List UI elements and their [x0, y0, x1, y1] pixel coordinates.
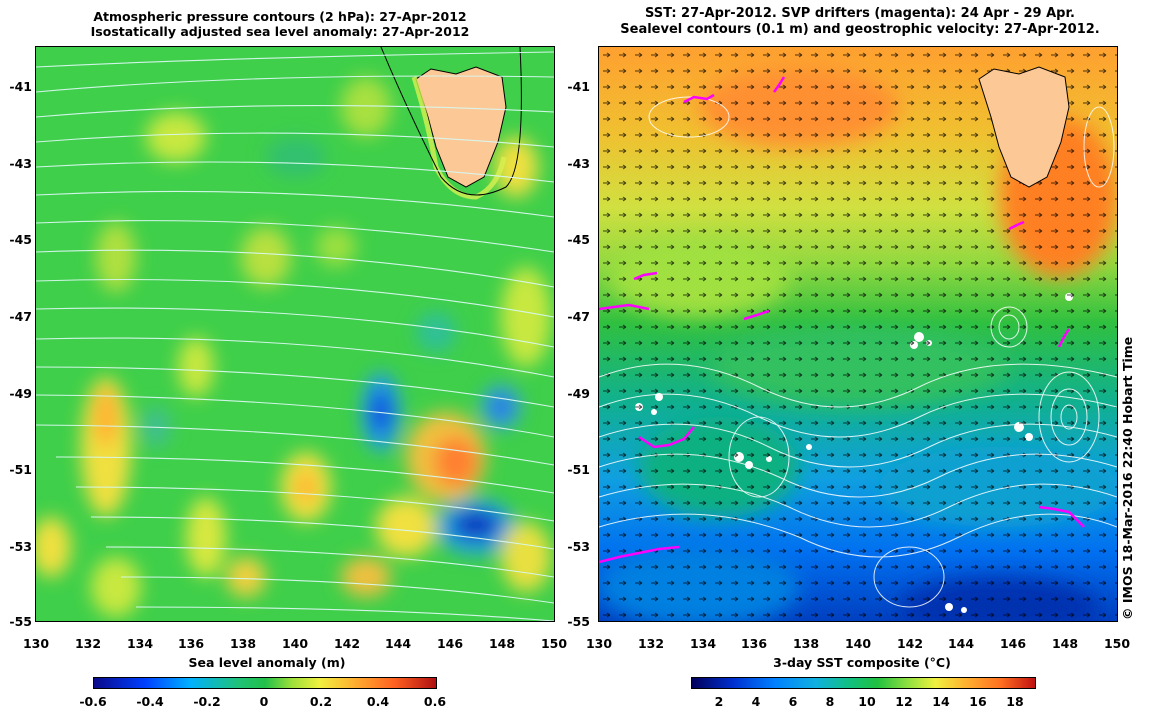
left-colorbar-title: Sea level anomaly (m) — [188, 655, 346, 670]
sea-level-anomaly-field — [36, 47, 554, 621]
right-colorbar-tick: 14 — [932, 694, 950, 709]
right-x-tick: 130 — [585, 636, 613, 651]
right-colorbar-tick: 2 — [714, 694, 724, 709]
right-y-tick: -55 — [567, 614, 590, 629]
right-colorbar-tick: 4 — [751, 694, 761, 709]
left-y-tick: -43 — [9, 156, 32, 171]
right-colorbar-tick: 16 — [969, 694, 987, 709]
left-y-tick: -53 — [9, 539, 32, 554]
left-x-tick: 140 — [281, 636, 309, 651]
left-map-title: Atmospheric pressure contours (2 hPa): 2… — [90, 9, 470, 39]
right-title-line2: Sealevel contours (0.1 m) and geostrophi… — [620, 22, 1100, 37]
pressure-contours — [36, 51, 554, 621]
right-colorbar-tick: 8 — [825, 694, 835, 709]
right-y-tick: -51 — [567, 462, 590, 477]
left-title-line2: Isostatically adjusted sea level anomaly… — [90, 24, 470, 39]
left-colorbar-tick: 0 — [259, 694, 269, 709]
left-x-tick: 142 — [333, 636, 361, 651]
left-y-tick: -49 — [9, 386, 32, 401]
right-x-tick: 146 — [999, 636, 1027, 651]
sea-level-anomaly-colorbar — [93, 677, 437, 689]
tasmania-landmass — [978, 66, 1070, 188]
left-colorbar-tick: 0.6 — [423, 694, 447, 709]
right-y-tick: -47 — [567, 309, 590, 324]
left-colorbar-tick: -0.6 — [79, 694, 107, 709]
right-y-tick: -49 — [567, 386, 590, 401]
right-y-tick: -41 — [567, 79, 590, 94]
right-x-tick: 136 — [740, 636, 768, 651]
right-x-tick: 140 — [844, 636, 872, 651]
sst-colorbar — [691, 677, 1036, 689]
right-x-tick: 142 — [896, 636, 924, 651]
left-x-tick: 132 — [74, 636, 102, 651]
left-y-tick: -45 — [9, 232, 32, 247]
left-x-tick: 144 — [384, 636, 412, 651]
left-colorbar-tick: -0.4 — [136, 694, 164, 709]
left-y-tick: -47 — [9, 309, 32, 324]
right-colorbar-tick: 18 — [1006, 694, 1024, 709]
right-y-tick: -43 — [567, 156, 590, 171]
left-y-tick: -51 — [9, 462, 32, 477]
left-colorbar-tick: 0.4 — [366, 694, 390, 709]
right-y-tick: -45 — [567, 232, 590, 247]
sst-map — [598, 46, 1118, 622]
left-title-line1: Atmospheric pressure contours (2 hPa): 2… — [93, 9, 467, 24]
right-colorbar-tick: 12 — [895, 694, 913, 709]
left-x-tick: 150 — [540, 636, 568, 651]
sst-field — [599, 47, 1117, 621]
left-x-tick: 130 — [22, 636, 50, 651]
left-x-tick: 138 — [229, 636, 257, 651]
right-x-tick: 132 — [637, 636, 665, 651]
left-x-tick: 136 — [177, 636, 205, 651]
right-map-title: SST: 27-Apr-2012. SVP drifters (magenta)… — [600, 6, 1120, 38]
left-x-tick: 148 — [488, 636, 516, 651]
right-x-tick: 148 — [1051, 636, 1079, 651]
sealevel-contours — [599, 96, 1117, 608]
right-colorbar-tick: 6 — [788, 694, 798, 709]
left-colorbar-tick: 0.2 — [309, 694, 333, 709]
left-colorbar-tick: -0.2 — [193, 694, 221, 709]
right-colorbar-tick: 10 — [858, 694, 876, 709]
right-colorbar-title: 3-day SST composite (°C) — [773, 655, 951, 670]
right-title-line1: SST: 27-Apr-2012. SVP drifters (magenta)… — [645, 6, 1075, 21]
right-x-tick: 150 — [1103, 636, 1131, 651]
right-x-tick: 138 — [792, 636, 820, 651]
right-x-tick: 134 — [689, 636, 717, 651]
sea-level-anomaly-map — [35, 46, 555, 622]
imos-credit: © IMOS 18-Mar-2016 22:40 Hobart Time — [1120, 336, 1135, 620]
left-y-tick: -41 — [9, 79, 32, 94]
right-y-tick: -53 — [567, 539, 590, 554]
left-x-tick: 134 — [126, 636, 154, 651]
svp-drifter-tracks — [599, 76, 1085, 564]
right-x-tick: 144 — [947, 636, 975, 651]
left-y-tick: -55 — [9, 614, 32, 629]
left-x-tick: 146 — [436, 636, 464, 651]
